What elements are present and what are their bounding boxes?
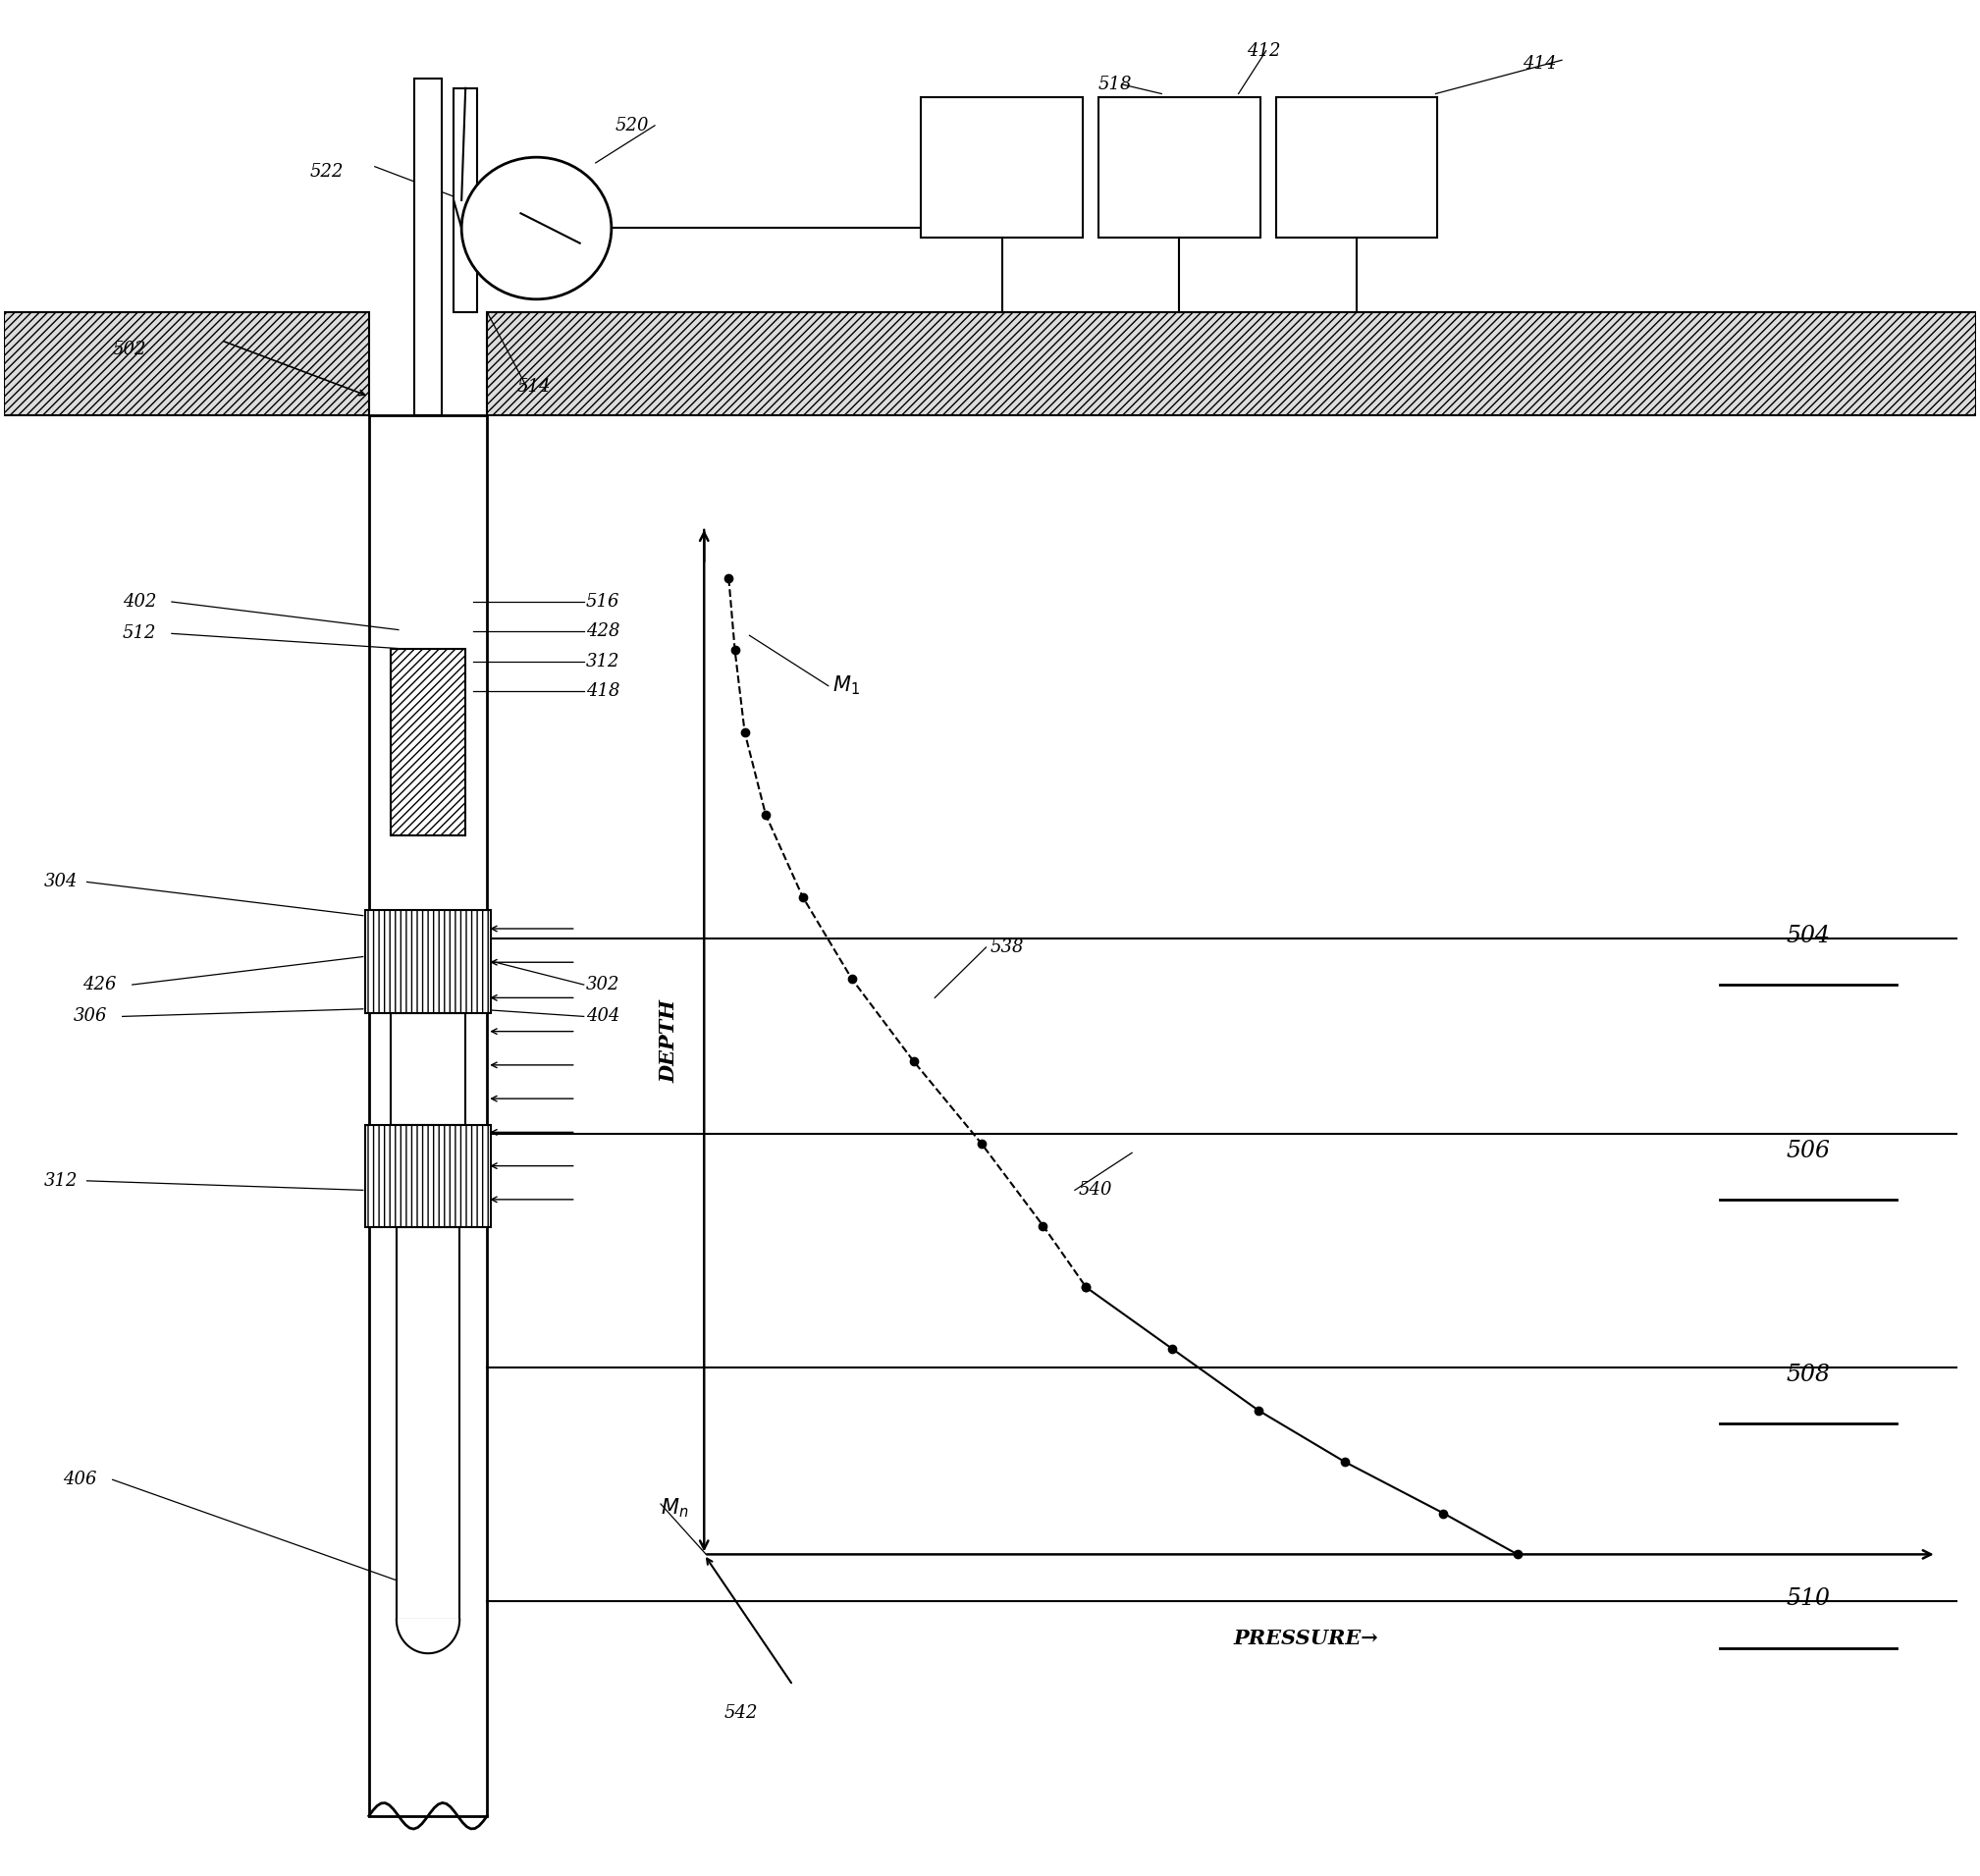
Bar [1099, 98, 1259, 238]
Text: $M_1$: $M_1$ [832, 673, 859, 698]
Bar [368, 415, 487, 1816]
Text: 414: 414 [1523, 54, 1556, 73]
Text: 512: 512 [123, 625, 156, 642]
Text: 504: 504 [1786, 925, 1830, 947]
Text: 540: 540 [1079, 1182, 1113, 1199]
Bar [487, 311, 1976, 415]
Text: 306: 306 [73, 1007, 107, 1026]
Text: DEPTH: DEPTH [659, 1000, 679, 1082]
Text: 508: 508 [1786, 1364, 1830, 1386]
Text: 516: 516 [586, 593, 620, 610]
Text: 428: 428 [586, 623, 620, 640]
Bar [1275, 98, 1437, 238]
Text: 312: 312 [586, 653, 620, 670]
Text: 502: 502 [113, 341, 147, 358]
Text: 404: 404 [586, 1007, 620, 1026]
Text: 510: 510 [1786, 1587, 1830, 1610]
Bar [921, 98, 1083, 238]
Text: 402: 402 [123, 593, 156, 610]
Text: 538: 538 [990, 938, 1024, 957]
Text: 506: 506 [1786, 1139, 1830, 1161]
Bar [390, 649, 465, 835]
Text: 518: 518 [1099, 75, 1133, 94]
Text: 412: 412 [1245, 41, 1281, 60]
Bar [364, 910, 491, 1013]
Bar [453, 88, 477, 311]
Bar [414, 79, 442, 415]
Text: 304: 304 [44, 872, 77, 891]
Text: 406: 406 [63, 1471, 97, 1488]
Text: $M_n$: $M_n$ [661, 1495, 689, 1520]
Text: 312: 312 [44, 1172, 77, 1189]
Polygon shape [396, 1619, 459, 1653]
Bar [364, 1126, 491, 1227]
Text: 520: 520 [616, 116, 649, 135]
Text: PRESSURE→: PRESSURE→ [1234, 1628, 1378, 1649]
Bar [390, 1013, 465, 1126]
Text: 426: 426 [83, 976, 117, 994]
Text: 542: 542 [725, 1703, 758, 1722]
Text: 418: 418 [586, 683, 620, 700]
Bar [4, 311, 368, 415]
Text: 522: 522 [309, 163, 345, 180]
Circle shape [461, 158, 612, 298]
Bar [396, 1227, 459, 1619]
Text: 302: 302 [586, 976, 620, 994]
Text: 514: 514 [517, 379, 550, 396]
